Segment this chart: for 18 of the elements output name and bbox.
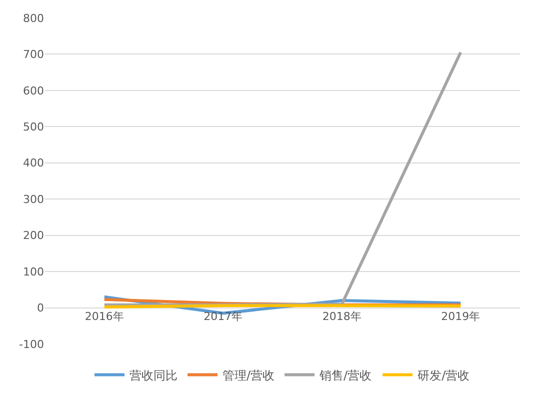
y-tick-label: 100 bbox=[23, 265, 44, 278]
y-tick-label: 200 bbox=[23, 229, 44, 242]
legend-label: 销售/营收 bbox=[318, 368, 372, 382]
y-tick-label: 400 bbox=[23, 156, 44, 170]
legend-label: 营收同比 bbox=[130, 368, 178, 382]
y-tick-label: 700 bbox=[23, 48, 44, 62]
y-tick-label: 800 bbox=[23, 12, 44, 25]
y-tick-label: 500 bbox=[23, 120, 44, 134]
x-tick-label: 2018年 bbox=[322, 310, 362, 323]
legend-label: 研发/营收 bbox=[418, 368, 470, 382]
x-tick-label: 2019年 bbox=[441, 310, 480, 323]
y-tick-label: 600 bbox=[23, 84, 44, 98]
x-tick-label: 2016年 bbox=[84, 310, 124, 323]
y-tick-label: 300 bbox=[23, 192, 44, 206]
x-tick-label: 2017年 bbox=[204, 310, 243, 323]
y-tick-label: 0 bbox=[37, 302, 44, 315]
legend-label: 管理/营收 bbox=[222, 368, 275, 382]
y-tick-label: -100 bbox=[19, 338, 44, 351]
